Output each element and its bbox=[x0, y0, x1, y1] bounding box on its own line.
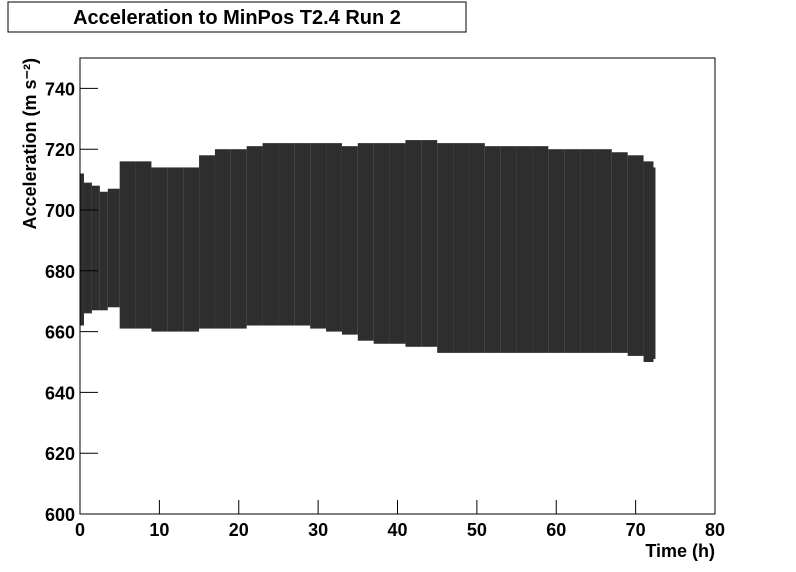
y-axis-title: Acceleration (m s⁻²) bbox=[20, 58, 40, 230]
y-tick-label: 660 bbox=[45, 323, 75, 343]
y-tick-label: 680 bbox=[45, 262, 75, 282]
y-tick-label: 720 bbox=[45, 140, 75, 160]
data-range bbox=[326, 143, 342, 332]
data-range bbox=[532, 146, 549, 353]
x-tick-label: 0 bbox=[75, 520, 85, 540]
data-range bbox=[151, 167, 168, 332]
data-range bbox=[453, 143, 469, 353]
x-tick-label: 20 bbox=[229, 520, 249, 540]
data-range bbox=[405, 140, 422, 347]
data-range bbox=[548, 149, 565, 353]
chart-title: Acceleration to MinPos T2.4 Run 2 bbox=[73, 7, 401, 29]
data-range bbox=[564, 149, 581, 353]
data-range bbox=[99, 191, 108, 311]
x-tick-label: 40 bbox=[387, 520, 407, 540]
data-range bbox=[357, 143, 374, 341]
data-range bbox=[643, 161, 654, 362]
data-range bbox=[653, 167, 656, 359]
data-range bbox=[83, 182, 92, 314]
x-tick-label: 10 bbox=[149, 520, 169, 540]
y-tick-label: 600 bbox=[45, 505, 75, 525]
x-tick-label: 30 bbox=[308, 520, 328, 540]
x-tick-label: 50 bbox=[467, 520, 487, 540]
y-tick-label: 620 bbox=[45, 444, 75, 464]
data-range bbox=[468, 143, 485, 353]
data-range bbox=[135, 161, 152, 329]
data-range bbox=[246, 146, 263, 326]
data-range bbox=[421, 140, 438, 347]
data-range bbox=[437, 143, 454, 353]
data-range bbox=[199, 155, 215, 329]
data-range bbox=[278, 143, 295, 326]
data-range bbox=[373, 143, 390, 344]
x-tick-label: 80 bbox=[705, 520, 725, 540]
data-range bbox=[389, 143, 406, 344]
data-range bbox=[294, 143, 311, 326]
data-range bbox=[107, 188, 120, 308]
data-range bbox=[627, 155, 644, 356]
data-range bbox=[484, 146, 501, 353]
data-range bbox=[183, 167, 200, 332]
data-range bbox=[500, 146, 517, 353]
title-box bbox=[7, 1, 467, 33]
data-range bbox=[611, 152, 628, 353]
x-tick-label: 60 bbox=[546, 520, 566, 540]
y-tick-label: 700 bbox=[45, 201, 75, 221]
data-range bbox=[310, 143, 327, 329]
y-tick-label: 640 bbox=[45, 383, 75, 403]
data-range bbox=[595, 149, 612, 353]
data-range bbox=[167, 167, 184, 332]
data-range bbox=[262, 143, 279, 326]
x-axis-title: Time (h) bbox=[645, 541, 715, 561]
data-range bbox=[230, 149, 247, 329]
data-range bbox=[341, 146, 358, 335]
data-range bbox=[516, 146, 533, 353]
y-tick-label: 740 bbox=[45, 79, 75, 99]
data-range bbox=[580, 149, 596, 353]
data-range bbox=[119, 161, 136, 329]
x-tick-label: 70 bbox=[626, 520, 646, 540]
data-range bbox=[80, 173, 84, 326]
data-range bbox=[214, 149, 231, 329]
data-range bbox=[91, 185, 100, 311]
